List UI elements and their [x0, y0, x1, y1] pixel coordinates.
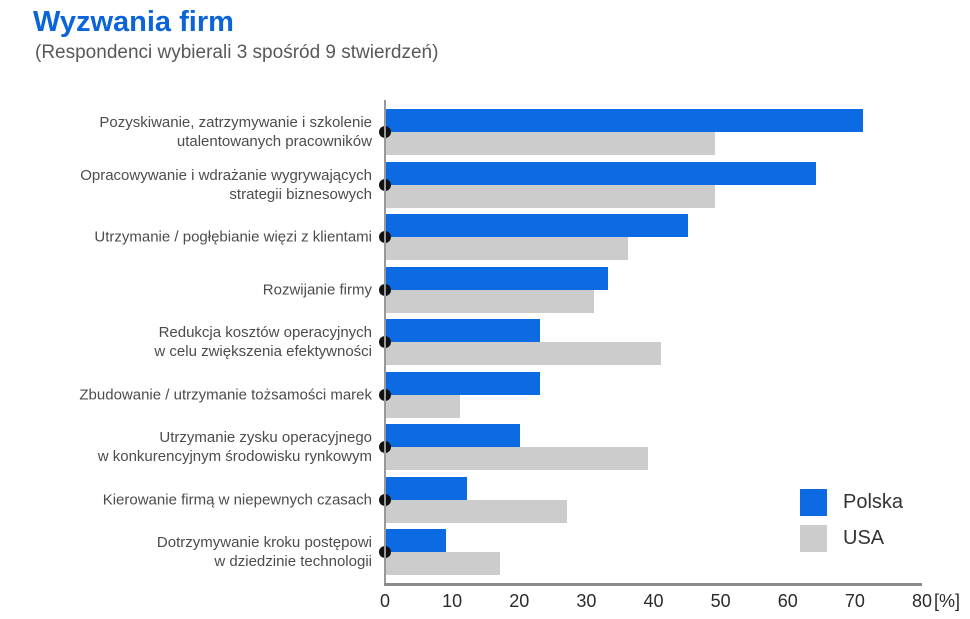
- legend-label-usa: USA: [843, 526, 885, 549]
- polska-bar: [386, 214, 689, 237]
- usa-bar: [386, 499, 568, 523]
- polska-bar: [386, 424, 521, 447]
- polska-bar: [386, 319, 541, 342]
- usa-bar: [386, 289, 595, 313]
- x-axis-unit-label: [%]: [934, 591, 961, 611]
- category-label: Opracowywanie i wdrażanie wygrywających s…: [80, 166, 372, 203]
- usa-bar: [386, 184, 715, 208]
- legend: Polska USA: [800, 487, 903, 559]
- polska-bar: [386, 529, 447, 552]
- category-label: Redukcja kosztów operacyjnych w celu zwię…: [154, 324, 372, 360]
- x-tick-label: 70: [844, 591, 865, 611]
- category-label: Utrzymanie / pogłębianie więzi z klienta…: [94, 228, 372, 246]
- polska-bar: [386, 266, 608, 290]
- category-label: Pozyskiwanie, zatrzymywanie i szkolenie u…: [99, 114, 372, 150]
- x-tick-label: 50: [710, 591, 731, 611]
- legend-label-polska: Polska: [843, 490, 904, 513]
- usa-bar: [386, 132, 715, 155]
- polska-bar: [386, 371, 541, 395]
- x-tick-label: 30: [576, 591, 597, 611]
- legend-swatch-polska: [800, 488, 827, 516]
- x-tick-label: 60: [777, 591, 798, 611]
- legend-item-polska: Polska: [800, 487, 903, 517]
- x-tick-label: 20: [509, 591, 530, 611]
- x-tick-label: 10: [442, 591, 463, 611]
- y-axis-line: [384, 100, 386, 585]
- category-label: Zbudowanie / utrzymanie tożsamości marek: [79, 386, 372, 403]
- x-tick-label: 40: [643, 591, 664, 611]
- usa-bar: [386, 552, 501, 575]
- legend-swatch-usa: [800, 524, 827, 552]
- category-label: Kierowanie firmą w niepewnych czasach: [102, 491, 372, 508]
- usa-bar: [386, 237, 628, 260]
- polska-bar: [386, 476, 467, 500]
- category-label: Dotrzymywanie kroku postępowi w dziedzini…: [156, 534, 372, 570]
- usa-bar: [386, 447, 648, 470]
- usa-bar: [386, 342, 662, 365]
- x-tick-label: 0: [379, 591, 391, 611]
- category-label: Utrzymanie zysku operacyjnego w konkurenc…: [97, 429, 372, 465]
- polska-bar: [386, 109, 863, 132]
- x-axis-line: [384, 583, 922, 586]
- x-tick-label: 80: [911, 591, 933, 611]
- page-subtitle: (Respondenci wybierali 3 spośród 9 stwie…: [35, 42, 439, 63]
- usa-bar: [386, 394, 460, 418]
- legend-item-usa: USA: [800, 523, 903, 553]
- polska-bar: [386, 161, 816, 185]
- category-label: Rozwijanie firmy: [262, 281, 372, 298]
- page-title: Wyzwania firm: [33, 6, 234, 38]
